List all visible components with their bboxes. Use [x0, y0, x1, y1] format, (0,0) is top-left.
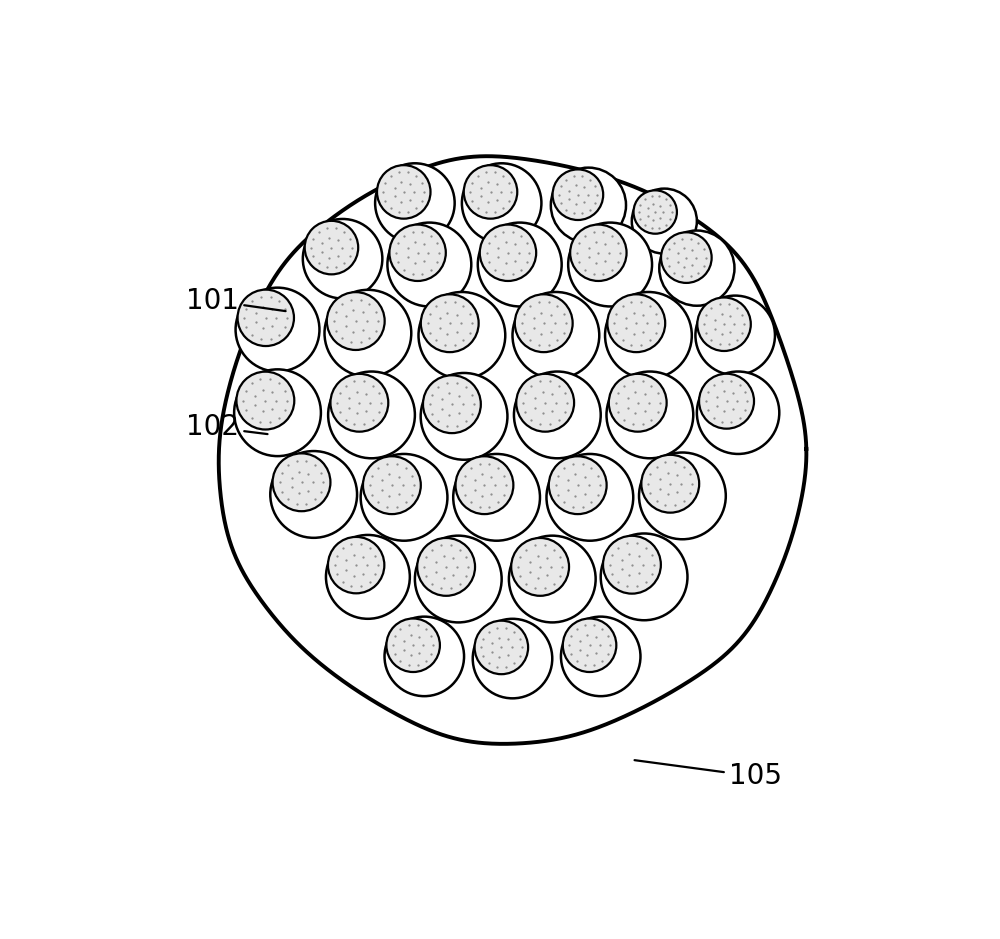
Circle shape	[641, 454, 699, 513]
Circle shape	[511, 538, 569, 596]
Text: 101: 101	[186, 286, 286, 315]
Circle shape	[423, 376, 481, 433]
Circle shape	[305, 221, 358, 274]
Circle shape	[421, 373, 507, 460]
Text: 105: 105	[635, 761, 782, 791]
Circle shape	[415, 535, 502, 623]
Circle shape	[551, 168, 626, 243]
Circle shape	[697, 372, 779, 454]
Circle shape	[553, 169, 603, 220]
Circle shape	[236, 372, 294, 429]
Circle shape	[326, 535, 410, 619]
Circle shape	[699, 374, 754, 429]
Circle shape	[634, 191, 677, 234]
Circle shape	[695, 296, 775, 376]
Circle shape	[697, 298, 751, 351]
Circle shape	[453, 454, 540, 541]
Circle shape	[238, 289, 294, 346]
Circle shape	[328, 372, 415, 458]
Circle shape	[375, 163, 455, 243]
Circle shape	[609, 374, 667, 432]
Circle shape	[632, 189, 697, 254]
Circle shape	[361, 454, 447, 541]
Text: 102: 102	[186, 413, 268, 441]
Circle shape	[563, 619, 616, 672]
Circle shape	[377, 165, 431, 219]
Circle shape	[603, 536, 661, 593]
Circle shape	[513, 292, 599, 378]
Circle shape	[325, 290, 411, 377]
Circle shape	[385, 617, 464, 696]
Circle shape	[363, 456, 421, 515]
Circle shape	[303, 219, 382, 299]
Polygon shape	[219, 156, 806, 744]
Circle shape	[328, 537, 384, 593]
Circle shape	[462, 163, 541, 243]
Circle shape	[516, 374, 574, 432]
Circle shape	[509, 535, 596, 623]
Circle shape	[473, 619, 552, 699]
Circle shape	[659, 231, 734, 306]
Circle shape	[236, 287, 319, 372]
Circle shape	[661, 232, 712, 283]
Circle shape	[546, 454, 633, 541]
Circle shape	[387, 223, 471, 306]
Circle shape	[480, 224, 536, 281]
Circle shape	[417, 538, 475, 596]
Circle shape	[605, 292, 692, 378]
Circle shape	[601, 533, 687, 621]
Circle shape	[234, 369, 321, 456]
Circle shape	[639, 453, 726, 539]
Circle shape	[389, 224, 446, 281]
Circle shape	[270, 451, 357, 538]
Circle shape	[607, 294, 665, 352]
Circle shape	[561, 617, 640, 696]
Circle shape	[549, 456, 607, 515]
Circle shape	[273, 454, 330, 511]
Circle shape	[464, 165, 517, 219]
Circle shape	[568, 223, 652, 306]
Circle shape	[386, 619, 440, 672]
Circle shape	[421, 294, 479, 352]
Circle shape	[514, 372, 601, 458]
Circle shape	[456, 456, 513, 515]
Circle shape	[327, 292, 385, 350]
Circle shape	[330, 374, 388, 432]
Circle shape	[570, 224, 627, 281]
Circle shape	[515, 294, 573, 352]
Circle shape	[475, 621, 528, 674]
Circle shape	[478, 223, 562, 306]
Circle shape	[606, 372, 693, 458]
Circle shape	[419, 292, 505, 378]
